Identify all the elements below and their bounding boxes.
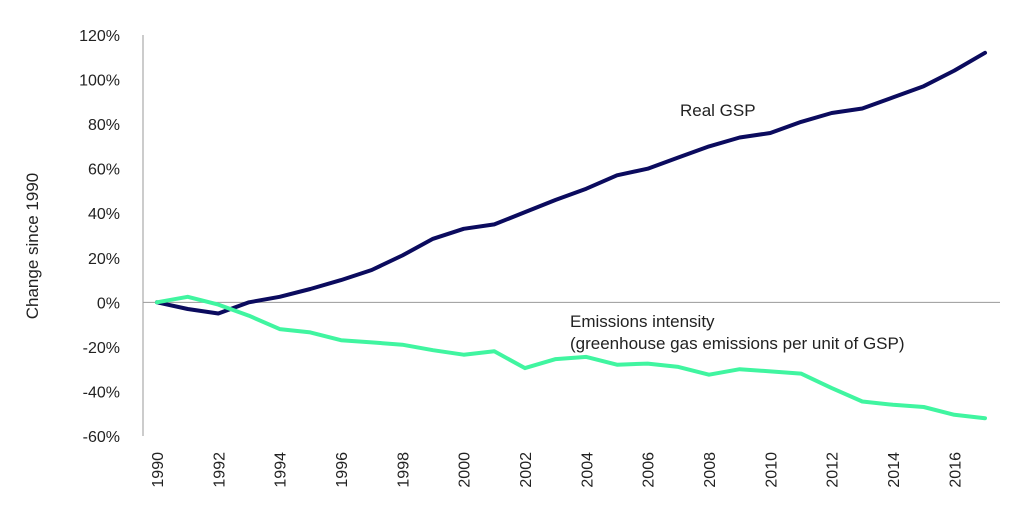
y-tick-label: -40%: [83, 384, 120, 401]
x-tick-label: 2002: [518, 452, 535, 488]
series-label-real-gsp: Real GSP: [680, 101, 756, 120]
x-tick-label: 2008: [702, 452, 719, 488]
x-axis-ticks: 1990 1992 1994 1996 1998 2000 2002 2004 2006 2008…: [150, 452, 964, 488]
y-axis-title: Change since 1990: [23, 173, 42, 320]
x-tick-label: 2004: [579, 452, 596, 488]
series-label-emissions-intensity: Emissions intensity: [570, 312, 715, 331]
y-tick-label: 40%: [88, 206, 120, 223]
y-tick-label: 100%: [79, 73, 120, 90]
x-tick-label: 1998: [395, 452, 412, 488]
y-tick-label: 20%: [88, 251, 120, 268]
x-tick-label: 1990: [150, 452, 167, 488]
x-tick-label: 2000: [457, 452, 474, 488]
y-tick-label: 0%: [97, 295, 120, 312]
x-tick-label: 2012: [825, 452, 842, 488]
y-axis-ticks: 120% 100% 80% 60% 40% 20% 0% -20% -40% -60%: [79, 28, 120, 446]
x-tick-label: 2016: [947, 452, 964, 488]
y-tick-label: 60%: [88, 162, 120, 179]
y-tick-label: -60%: [83, 429, 120, 446]
x-tick-label: 2010: [763, 452, 780, 488]
series-label-emissions-intensity-subtitle: (greenhouse gas emissions per unit of GS…: [570, 334, 905, 353]
x-tick-label: 2014: [886, 452, 903, 488]
series-line-real-gsp: [155, 50, 987, 316]
x-tick-label: 2006: [641, 452, 658, 488]
x-tick-label: 1992: [211, 452, 228, 488]
x-tick-label: 1994: [273, 452, 290, 488]
series-lines: [155, 50, 987, 421]
y-tick-label: 120%: [79, 28, 120, 45]
series-line-emissions-intensity: [155, 294, 987, 421]
y-tick-label: 80%: [88, 117, 120, 134]
y-tick-label: -20%: [83, 340, 120, 357]
x-tick-label: 1996: [334, 452, 351, 488]
